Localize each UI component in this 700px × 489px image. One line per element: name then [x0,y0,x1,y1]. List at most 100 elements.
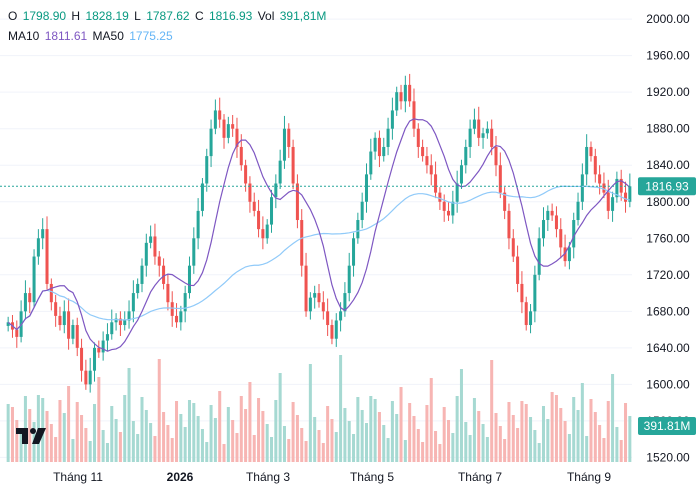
candle-body [127,311,131,321]
volume-bar [334,432,338,462]
candle-body [144,242,148,266]
volume-bar [321,443,325,462]
candle-body [222,119,226,138]
candle-body [550,210,554,216]
tradingview-logo-icon[interactable] [14,424,50,453]
volume-bar [67,386,71,462]
low-value: 1787.62 [146,9,190,23]
candle-body [218,110,222,120]
candle-body [330,325,334,339]
volume-bar [468,435,472,462]
candle-body [382,146,386,157]
volume-bar [131,421,135,462]
candle-body [149,236,153,243]
candle-body [239,146,243,166]
candle-body [464,146,468,166]
y-tick-label: 1720.00 [646,268,690,282]
last-price-label: 1816.93 [645,179,689,193]
candle-body [62,311,66,326]
volume-bar [572,397,576,462]
candle-body [494,146,498,166]
volume-bar [209,405,213,462]
ma50-label: MA50 [92,29,124,43]
candle-body [585,146,589,175]
volume-bar [213,418,217,462]
volume-bar [257,398,261,462]
candle-body [118,318,122,326]
volume-bar [231,420,235,462]
candle-body [546,210,550,221]
volume-bar [524,404,528,462]
y-tick-label: 1640.00 [646,341,690,355]
volume-bar [269,437,274,462]
ohlc-legend: O 1798.90 H 1828.19 L 1787.62 C 1816.93 … [8,6,328,46]
volume-bar [179,414,183,462]
volume-bar [511,415,515,462]
candle-body [356,220,360,239]
candle-body [244,165,248,184]
candle-body [447,210,451,216]
open-value: 1798.90 [22,9,67,23]
candle-body [162,265,166,284]
x-tick-label: Tháng 7 [458,470,502,484]
candle-body [615,178,619,198]
volume-bar [615,427,619,462]
volume-bar [421,442,425,462]
candle-body [300,220,304,266]
y-tick-label: 1520.00 [646,450,690,464]
y-tick-label: 1760.00 [646,231,690,245]
candle-body [308,297,312,312]
candle-body [490,128,494,147]
candle-body [503,192,507,211]
volume-bar [606,401,610,462]
last-volume-label: 391.81M [644,419,691,433]
candle-body [386,128,390,147]
candle-body [23,293,27,312]
volume-bar [140,397,144,462]
volume-bar [162,412,166,462]
volume-bar [373,399,377,462]
ma10-value: 1811.61 [44,29,88,43]
volume-bar [382,425,386,462]
candle-body [321,302,325,312]
volume-bar [222,444,226,462]
candle-body [101,340,105,353]
volume-bar [278,373,282,462]
volume-bar [628,416,632,462]
y-tick-label: 1840.00 [646,158,690,172]
candle-body [71,325,75,339]
volume-bar [265,424,269,462]
volume-bar [75,402,79,462]
candle-body [580,174,584,202]
volume-bar [118,432,122,462]
candle-body [32,256,36,303]
candle-body [572,220,576,248]
candle-body [265,224,269,239]
candle-body [326,311,330,326]
volume-bar [567,434,571,462]
volume-bar [602,438,606,462]
ohlc-row: O 1798.90 H 1828.19 L 1787.62 C 1816.93 … [8,6,328,26]
candle-body [41,229,45,239]
candle-body [485,128,489,134]
volume-bar [559,408,563,462]
candle-body [304,265,308,312]
candle-body [347,265,351,294]
candle-body [421,146,425,157]
volume-bar [386,438,390,462]
volume-bar [434,431,438,462]
candle-body [559,229,563,248]
candle-body [516,256,520,284]
x-tick-label: Tháng 5 [350,470,394,484]
candle-body [425,156,429,166]
volume-bar [326,406,330,462]
volume-bar [412,416,416,462]
ma10-label: MA10 [8,29,40,43]
grid [0,18,632,458]
volume-bar [507,402,511,462]
volume-bar [481,424,485,462]
candle-body [282,128,286,161]
x-tick-label: Tháng 9 [567,470,611,484]
candle-body [593,156,597,175]
